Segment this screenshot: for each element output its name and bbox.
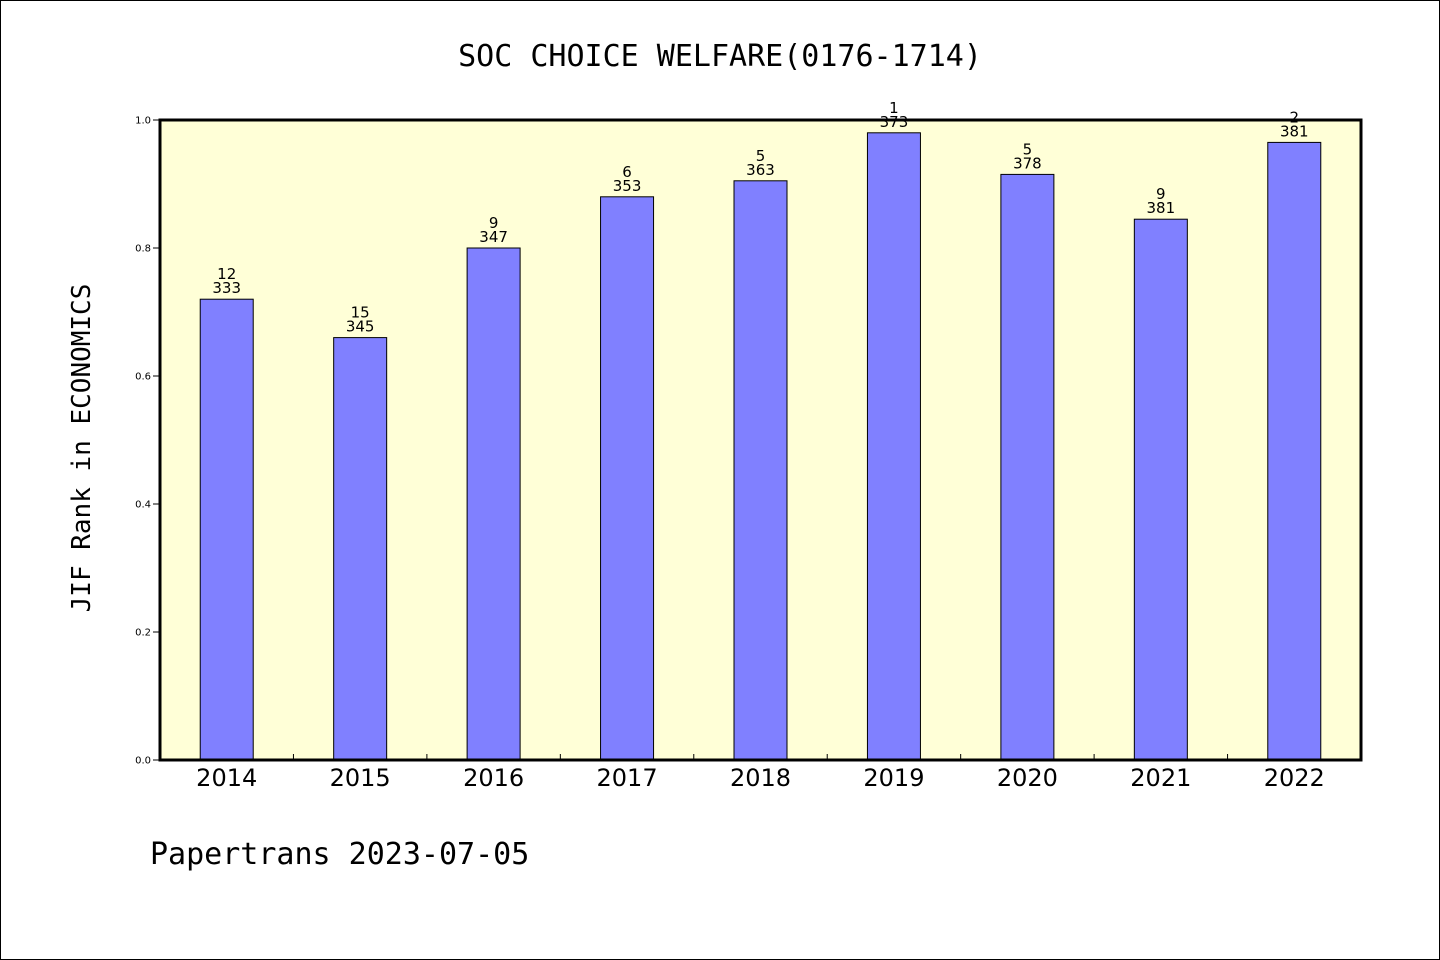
x-tick-label: 2017 xyxy=(597,764,658,792)
bar-total-label: 333 xyxy=(212,279,241,297)
bar-2021 xyxy=(1133,218,1188,761)
y-tick-label: 1.0 xyxy=(135,116,151,127)
y-axis-ticks: 0.0 0.2 0.4 0.6 0.8 1.0 xyxy=(135,116,160,767)
bar-total-label: 378 xyxy=(1013,154,1042,172)
bar-total-label: 381 xyxy=(1147,199,1176,217)
bar-rank-label: 1 xyxy=(889,99,899,117)
bar-rank-label: 15 xyxy=(351,304,370,322)
bar-total-label: 347 xyxy=(479,228,508,246)
y-tick-label: 0.4 xyxy=(135,500,151,511)
x-tick-label: 2015 xyxy=(330,764,391,792)
bar-2016 xyxy=(466,247,521,761)
bar-rank-label: 5 xyxy=(756,147,766,165)
bar-2014 xyxy=(199,298,254,761)
bar-2019 xyxy=(866,132,921,761)
x-tick-label: 2019 xyxy=(863,764,924,792)
y-tick-label: 0.2 xyxy=(135,628,151,639)
bar-2020 xyxy=(1000,173,1055,761)
bar-total-label: 353 xyxy=(613,177,642,195)
y-tick-label: 0.0 xyxy=(135,756,151,767)
bar-rank-label: 6 xyxy=(622,163,632,181)
bar-2017 xyxy=(600,196,655,761)
x-tick-label: 2020 xyxy=(997,764,1058,792)
plot-border xyxy=(158,118,1363,762)
bar-total-label: 381 xyxy=(1280,122,1309,140)
x-tick-label: 2016 xyxy=(463,764,524,792)
bar-rank-label: 5 xyxy=(1023,140,1033,158)
bar-2018 xyxy=(733,180,788,761)
y-axis-label: JIF Rank in ECONOMICS xyxy=(67,284,97,613)
bar-rank-label: 9 xyxy=(489,214,499,232)
bar-total-label: 345 xyxy=(346,318,375,336)
bar-rank-label: 2 xyxy=(1290,108,1300,126)
x-axis-ticks: 2014 2015 2016 2017 2018 2019 2020 2021 2022 xyxy=(196,754,1325,792)
bar-2015 xyxy=(333,337,388,761)
x-tick-label: 2018 xyxy=(730,764,791,792)
x-tick-label: 2022 xyxy=(1264,764,1325,792)
chart-title: SOC CHOICE WELFARE(0176-1714) xyxy=(458,39,982,74)
bar-rank-label: 9 xyxy=(1156,185,1166,203)
y-tick-label: 0.8 xyxy=(135,244,151,255)
bar-rank-label: 12 xyxy=(217,265,236,283)
bar-total-label: 373 xyxy=(880,113,909,131)
x-tick-label: 2014 xyxy=(196,764,257,792)
bar-2022 xyxy=(1267,141,1322,761)
footer-text: Papertrans 2023-07-05 xyxy=(150,837,529,872)
y-tick-label: 0.6 xyxy=(135,372,151,383)
x-tick-label: 2021 xyxy=(1130,764,1191,792)
bar-total-label: 363 xyxy=(746,161,775,179)
